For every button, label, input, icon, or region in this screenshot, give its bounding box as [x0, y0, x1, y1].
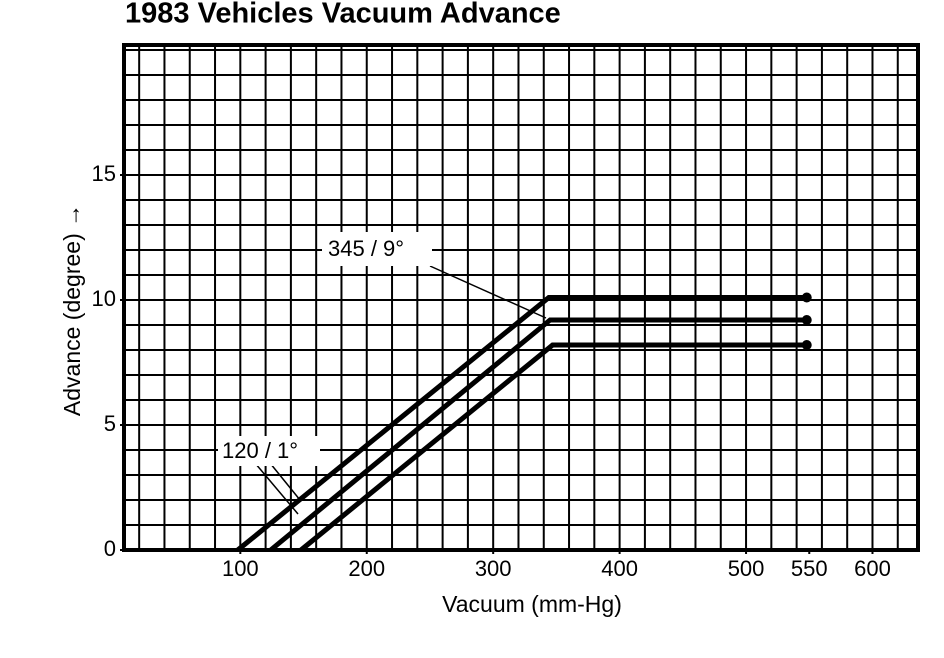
- x-tick-label: 400: [601, 556, 638, 581]
- annotation-box: [218, 436, 320, 466]
- y-axis-label: Advance (degree) →: [59, 204, 85, 416]
- y-tick-label: 15: [92, 161, 116, 186]
- x-tick-label: 500: [728, 556, 765, 581]
- leader-line: [269, 462, 301, 501]
- line-end-dot: [801, 315, 812, 325]
- chart-title: 1983 Vehicles Vacuum Advance: [125, 0, 561, 30]
- x-tick-label: 100: [222, 556, 259, 581]
- x-tick-label: 200: [348, 556, 385, 581]
- annotations: 345 / 9° 120 / 1°: [218, 232, 547, 515]
- annotation: 120 / 1°: [222, 438, 298, 463]
- x-tick-label: 300: [475, 556, 512, 581]
- line-end-dot: [801, 292, 812, 303]
- x-axis-label: Vacuum (mm-Hg): [442, 591, 622, 617]
- line-series: [236, 295, 807, 552]
- line-series: [299, 342, 807, 552]
- y-tick-label: 5: [104, 411, 116, 436]
- y-tick-label: 10: [92, 286, 116, 311]
- x-tick-label: 600: [854, 556, 891, 581]
- annotation: 345 / 9°: [328, 236, 404, 261]
- annotation-box: [322, 232, 432, 266]
- plot-area: 100 200 300 400 500 550 600 0 5 10 15: [92, 43, 920, 581]
- x-tick-label: 550: [791, 556, 828, 581]
- leader-line: [254, 462, 299, 515]
- line-end-dot: [801, 340, 812, 350]
- leader-line: [429, 265, 547, 319]
- plot-frame: [122, 43, 920, 552]
- y-tick-label: 0: [104, 536, 116, 561]
- line-series: [269, 317, 807, 552]
